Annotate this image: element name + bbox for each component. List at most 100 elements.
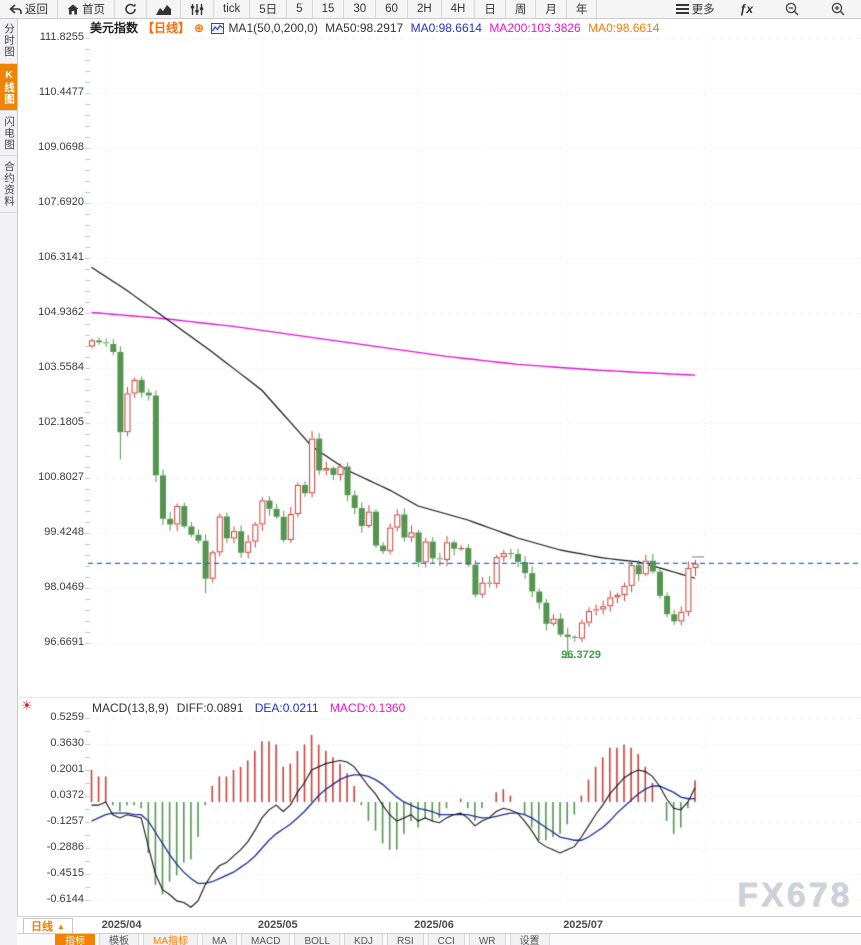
price-axis-label: 100.8027 bbox=[38, 471, 84, 483]
bottom-tab-strip: 指标 模板 MA指标 MA MACD BOLL KDJ RSI CCI WR 设置 bbox=[17, 933, 861, 945]
sidebar-tab-闪电图[interactable]: 闪电图 bbox=[0, 111, 17, 156]
bottom-tab-指标[interactable]: 指标 bbox=[55, 934, 95, 945]
toolbar-period-30[interactable]: 30 bbox=[344, 0, 377, 18]
price-axis-label: 99.4248 bbox=[44, 526, 84, 538]
price-axis-label: 111.8255 bbox=[39, 31, 84, 43]
bottom-tab-设置[interactable]: 设置 bbox=[509, 934, 550, 945]
toolbar-period-日[interactable]: 日 bbox=[475, 0, 506, 18]
sliders-icon bbox=[190, 3, 204, 15]
toolbar-label: 更多 bbox=[691, 4, 715, 16]
macd-axis-label: 0.3630 bbox=[50, 737, 84, 749]
macd-header: MACD(13,8,9) DIFF:0.0891 DEA:0.0211 MACD:… bbox=[92, 701, 413, 715]
bottom-tab-MACD[interactable]: MACD bbox=[241, 934, 291, 945]
kline-header: 美元指数 【日线】 ⊕ MA1(50,0,200,0) MA50:98.2917 M… bbox=[90, 19, 663, 37]
toolbar-period-60[interactable]: 60 bbox=[376, 0, 408, 18]
toolbar-period-5[interactable]: 5 bbox=[287, 0, 313, 18]
zoom-out-icon bbox=[785, 2, 799, 16]
ma200-value: MA200:103.3826 bbox=[489, 21, 581, 35]
toolbar-period-月[interactable]: 月 bbox=[536, 0, 567, 18]
toolbar-period-2H[interactable]: 2H bbox=[408, 0, 442, 18]
price-axis-label: 96.6691 bbox=[44, 636, 84, 648]
toolbar-label: 60 bbox=[385, 3, 398, 15]
macd-axis-label: -0.6144 bbox=[46, 893, 84, 905]
toolbar-sliders[interactable] bbox=[181, 0, 214, 18]
toolbar-label: 首页 bbox=[82, 4, 105, 16]
ma-settings: MA1(50,0,200,0) bbox=[228, 21, 318, 35]
bottom-tab-BOLL[interactable]: BOLL bbox=[294, 934, 341, 945]
toolbar-period-tick[interactable]: tick bbox=[214, 0, 251, 18]
macd-axis-label: 0.2001 bbox=[50, 763, 84, 775]
indicator-settings-icon[interactable]: ☀ bbox=[21, 698, 33, 713]
toolbar-label: 5 bbox=[296, 3, 303, 15]
toolbar-period-年[interactable]: 年 bbox=[567, 0, 598, 18]
macd-axis-label: 0.0372 bbox=[50, 789, 84, 801]
mini-chart-icon bbox=[211, 23, 225, 37]
macd-axis-label: -0.2886 bbox=[46, 841, 84, 853]
time-axis-label: 2025/04 bbox=[101, 919, 142, 931]
refresh-icon bbox=[124, 3, 137, 15]
price-axis-label: 104.9362 bbox=[38, 306, 84, 318]
bottom-tab-模板[interactable]: 模板 bbox=[99, 934, 139, 945]
toolbar-label: 返回 bbox=[25, 4, 48, 16]
toolbar-period-5日[interactable]: 5日 bbox=[250, 0, 288, 18]
sidebar-tab-分时图[interactable]: 分时图 bbox=[0, 18, 17, 64]
time-axis-label: 2025/07 bbox=[563, 919, 603, 931]
toolbar-label: 年 bbox=[575, 4, 588, 16]
sidebar-tab-K线图[interactable]: K线图 bbox=[0, 63, 17, 111]
add-indicator-icon[interactable]: ⊕ bbox=[194, 21, 205, 35]
ma0-value-blue: MA0:98.6614 bbox=[410, 21, 482, 35]
toolbar-home[interactable]: 首页 bbox=[58, 0, 115, 18]
price-axis-label: 109.0698 bbox=[38, 141, 84, 153]
price-axis-label: 102.1805 bbox=[38, 416, 84, 428]
toolbar-back[interactable]: 返回 bbox=[0, 0, 58, 18]
sidebar-tab-合约资料[interactable]: 合约资料 bbox=[0, 156, 17, 213]
price-axis-label: 107.6920 bbox=[38, 196, 84, 208]
bottom-tab-MA指标[interactable]: MA指标 bbox=[143, 934, 198, 945]
macd-hist-value: MACD:0.1360 bbox=[329, 701, 406, 715]
toolbar-label: 4H bbox=[450, 3, 466, 15]
macd-dea-value: DEA:0.0211 bbox=[254, 701, 319, 715]
symbol-name: 美元指数 bbox=[90, 21, 139, 35]
ma0-value-orange: MA0:98.6614 bbox=[588, 21, 660, 35]
macd-title: MACD(13,8,9) bbox=[92, 701, 169, 715]
top-toolbar: 返回 首页 tick 5日 5 15 30 60 2H 4H 日 周 月 年 更多 ƒx bbox=[0, 0, 861, 19]
toolbar-period-4H[interactable]: 4H bbox=[442, 0, 476, 18]
price-axis-label: 103.5584 bbox=[38, 361, 84, 373]
toolbar-label: 15 bbox=[321, 3, 335, 15]
ma50-value: MA50:98.2917 bbox=[325, 21, 404, 35]
macd-axis-label: -0.1257 bbox=[46, 815, 84, 827]
toolbar-period-周[interactable]: 周 bbox=[506, 0, 537, 18]
period-selector-button[interactable]: 日线 ▲ bbox=[23, 918, 73, 934]
toolbar-zoom-out[interactable] bbox=[769, 0, 815, 18]
watermark: FX678 bbox=[737, 876, 853, 914]
bottom-tab-WR[interactable]: WR bbox=[468, 934, 506, 945]
bottom-tab-RSI[interactable]: RSI bbox=[386, 934, 424, 945]
kline-chart-icon bbox=[156, 3, 171, 15]
toolbar-label: 月 bbox=[545, 4, 557, 16]
toolbar-label: 2H bbox=[416, 3, 432, 15]
macd-axis-label: 0.5259 bbox=[50, 711, 84, 723]
toolbar-spacer bbox=[597, 0, 666, 18]
fx-icon: ƒx bbox=[739, 2, 753, 16]
bottom-tab-MA[interactable]: MA bbox=[202, 934, 237, 945]
price-axis-label: 106.3141 bbox=[38, 251, 84, 263]
toolbar-kline-chart[interactable] bbox=[147, 0, 181, 18]
price-axis-label: 98.0469 bbox=[44, 581, 84, 593]
time-axis-label: 2025/05 bbox=[257, 919, 298, 931]
left-sidebar: 分时图 K线图 闪电图 合约资料 bbox=[0, 18, 18, 945]
time-axis-label: 2025/06 bbox=[414, 919, 454, 931]
bottom-tab-KDJ[interactable]: KDJ bbox=[344, 934, 383, 945]
toolbar-zoom-in[interactable] bbox=[815, 0, 861, 18]
toolbar-period-15[interactable]: 15 bbox=[313, 0, 345, 18]
period-selector-label: 日线 bbox=[31, 921, 53, 933]
zoom-in-icon bbox=[831, 2, 845, 16]
toolbar-label: tick bbox=[223, 3, 241, 15]
macd-axis-label: -0.4515 bbox=[46, 867, 84, 879]
toolbar-menu[interactable]: 更多 bbox=[667, 0, 724, 18]
bottom-tab-CCI[interactable]: CCI bbox=[427, 934, 465, 945]
toolbar-fx[interactable]: ƒx bbox=[724, 0, 769, 18]
toolbar-refresh[interactable] bbox=[115, 0, 147, 18]
time-axis-strip: 日线 ▲ bbox=[17, 916, 861, 934]
